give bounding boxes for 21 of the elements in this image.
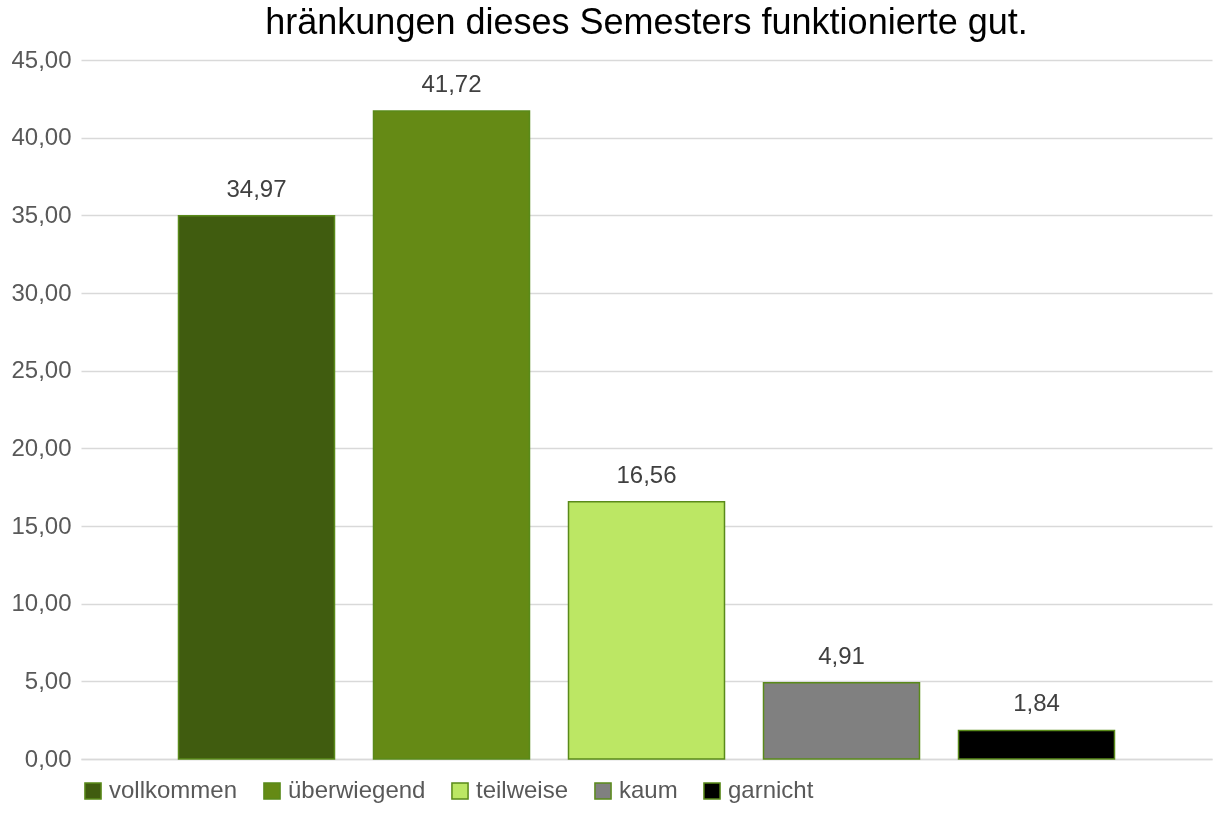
y-tick-label: 10,00: [11, 589, 72, 617]
y-tick-label: 30,00: [11, 278, 72, 306]
y-tick-label: 0,00: [24, 744, 72, 772]
legend-label: kaum: [619, 776, 678, 803]
y-tick-label: 35,00: [11, 200, 72, 228]
y-tick-label: 25,00: [11, 356, 72, 384]
chart-title: hränkungen dieses Semesters funktionierte gut.: [265, 1, 1028, 42]
legend-label: teilweise: [476, 776, 569, 803]
y-tick-label: 15,00: [11, 511, 72, 539]
y-tick-label: 5,00: [24, 666, 72, 694]
y-tick-label: 20,00: [11, 433, 72, 461]
text: 4,91: [818, 641, 865, 669]
legend-label: vollkommen: [109, 776, 238, 803]
text: 34,97: [226, 174, 287, 202]
legend-label: überwiegend: [288, 776, 426, 803]
legend-label: garnicht: [728, 776, 814, 803]
y-tick-label: 40,00: [11, 123, 72, 151]
text: 41,72: [421, 69, 482, 97]
text: 1,84: [1013, 689, 1060, 717]
text: 16,56: [616, 460, 677, 488]
y-tick-label: 45,00: [11, 45, 72, 73]
